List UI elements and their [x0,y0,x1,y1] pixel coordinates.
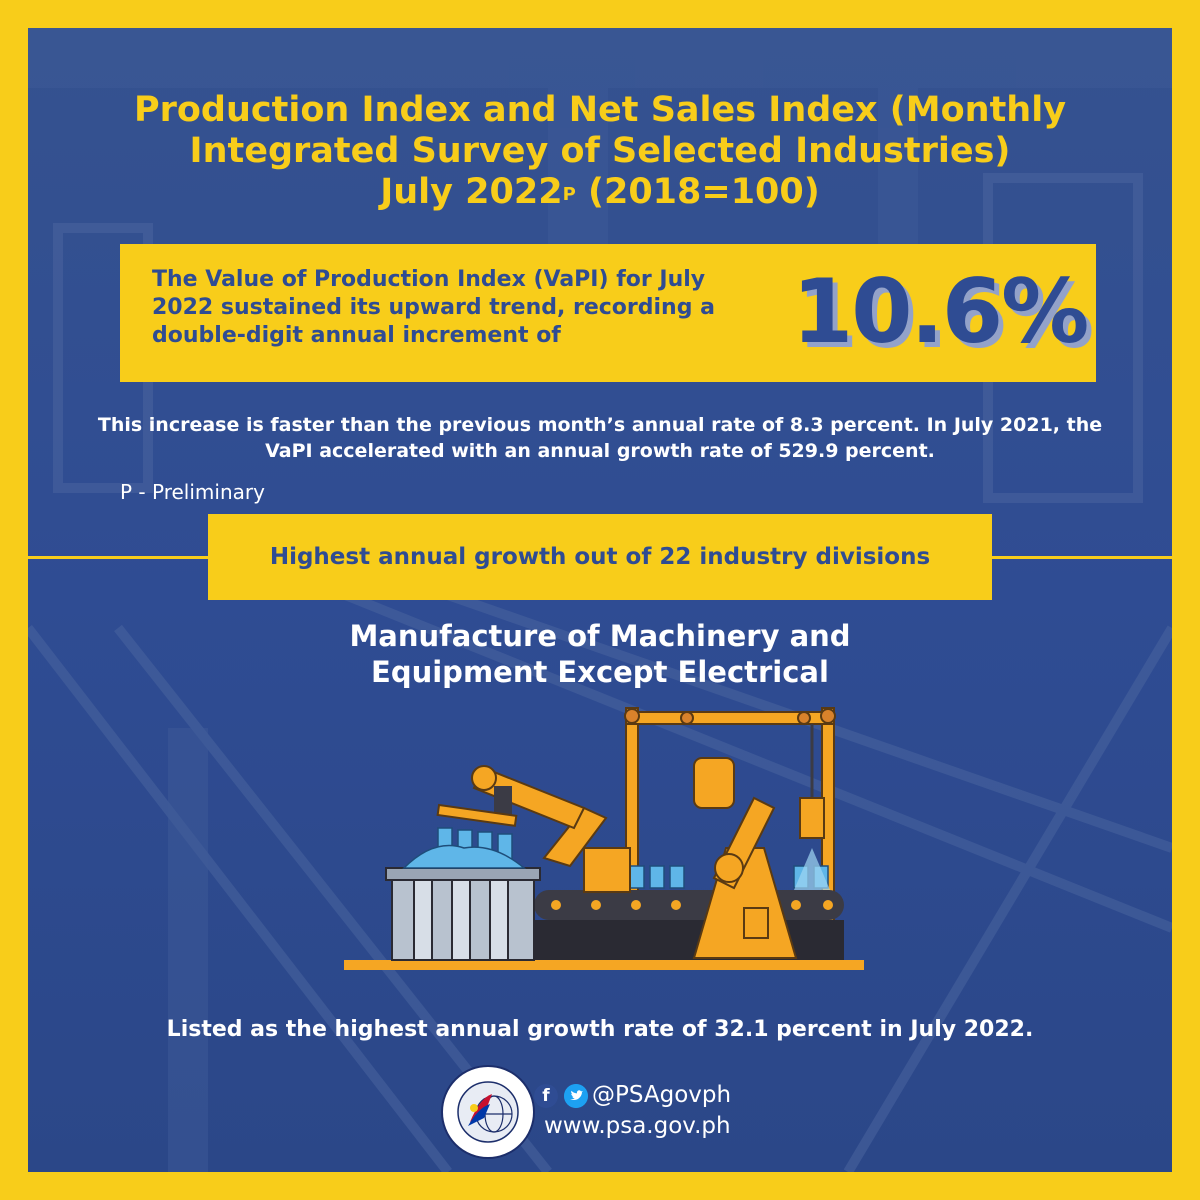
highlight-text: The Value of Production Index (VaPI) for… [152,267,715,348]
division-banner: Highest annual growth out of 22 industry… [208,514,992,600]
highest-growth-note: Listed as the highest annual growth rate… [166,1017,1034,1042]
division-banner-text: Highest annual growth out of 22 industry… [269,544,931,570]
factory-background-image [28,28,1172,1172]
social-handle[interactable]: @PSAgovph [592,1082,732,1108]
title-line-1: Production Index and Net Sales Index (Mo… [133,90,1067,130]
robotic-assembly-line-illustration [344,707,864,970]
title-period: July 2022 [380,172,563,212]
psa-logo-seal [441,1065,535,1159]
title-base-year: (2018=100) [575,172,820,212]
infographic-title: Production Index and Net Sales Index (Mo… [28,90,1172,213]
highlight-box: The Value of Production Index (VaPI) for… [120,244,1096,382]
twitter-icon[interactable] [564,1084,588,1108]
title-line-3: July 2022P (2018=100) [28,172,1172,213]
industry-line-1: Manufacture of Machinery and [349,619,851,653]
facebook-icon[interactable]: f [534,1084,558,1108]
website-link[interactable]: www.psa.gov.ph [544,1113,731,1139]
title-line-2: Integrated Survey of Selected Industries… [189,131,1011,171]
infographic-panel: Production Index and Net Sales Index (Mo… [28,28,1172,1172]
growth-percentage: 10.6% [792,260,1089,363]
preliminary-note: P - Preliminary [120,480,265,504]
industry-name: Manufacture of Machinery and Equipment E… [200,618,1000,690]
industry-line-2: Equipment Except Electrical [371,655,829,689]
preliminary-marker: P [562,184,576,205]
description-text: This increase is faster than the previou… [97,414,1103,462]
